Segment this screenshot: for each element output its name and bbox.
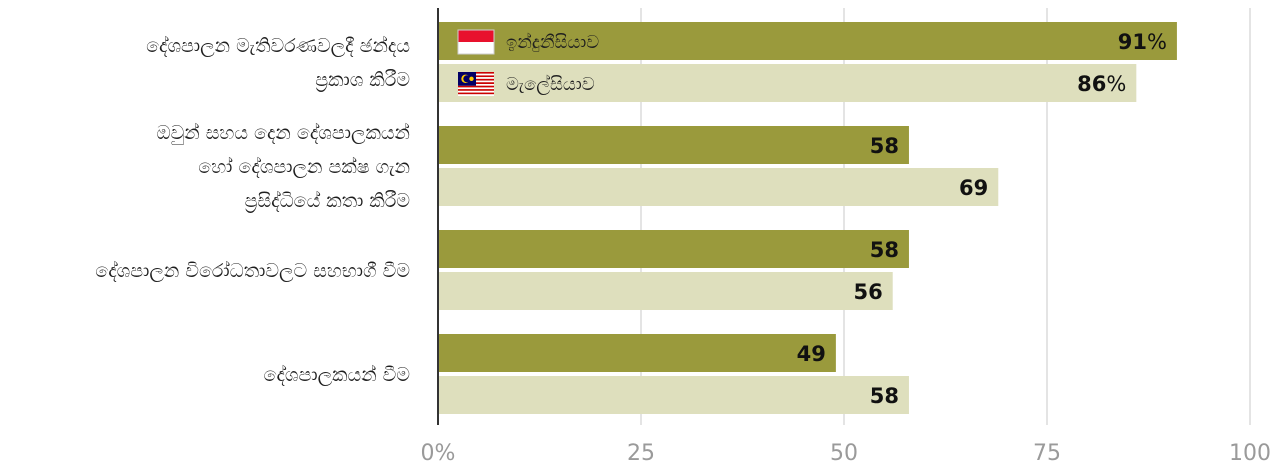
category-labels: දේශපාලන මැතිවරණවලදී ඡන්දය ප්‍රකාශ කිරීම ඔව… [95,35,410,386]
data-label: 86% [1077,72,1126,96]
category-label: දේශපාලන මැතිවරණවලදී ඡන්දය [146,35,410,57]
x-tick-label: 75 [1033,441,1061,466]
bar [438,22,1177,60]
x-axis: 0% 25 50 75 100 [421,8,1271,466]
data-label: 58 [870,384,899,408]
data-label: 69 [959,176,988,200]
bar [438,126,909,164]
bar [438,64,1137,102]
indonesia-flag-icon [457,29,495,55]
legend: ඉන්දුනීසියාව මැලේසියාව [457,29,599,96]
data-label: 56 [853,280,882,304]
x-tick-label: 100 [1229,441,1271,466]
category-label: දේශපාලකයන් වීම [264,364,410,386]
bar [438,230,909,268]
category-label: හෝ දේශපාලන පක්ෂ ගැන [198,156,410,178]
category-label: ඔවුන් සහය දෙන දේශපාලකයන් [157,122,410,146]
category-label: ප්‍රසිද්ධියේ කතා කිරීම [244,190,410,213]
legend-label: මැලේසියාව [506,74,595,95]
bars: 91% 86% 58 69 58 56 49 58 [438,22,1177,414]
legend-label: ඉන්දුනීසියාව [506,32,599,53]
data-label: 49 [797,342,826,366]
data-label: 58 [870,238,899,262]
bar [438,272,893,310]
x-tick-label: 50 [830,441,858,466]
bar [438,334,836,372]
x-tick-label: 25 [627,441,655,466]
data-label: 91% [1118,30,1167,54]
data-label: 58 [870,134,899,158]
category-label: ප්‍රකාශ කිරීම [315,69,410,92]
category-label: දේශපාලන විරෝධතාවලට සහභාගී වීම [95,260,410,282]
x-tick-label: 0% [421,441,456,466]
bar [438,376,909,414]
malaysia-flag-icon [458,72,494,96]
bar [438,168,999,206]
